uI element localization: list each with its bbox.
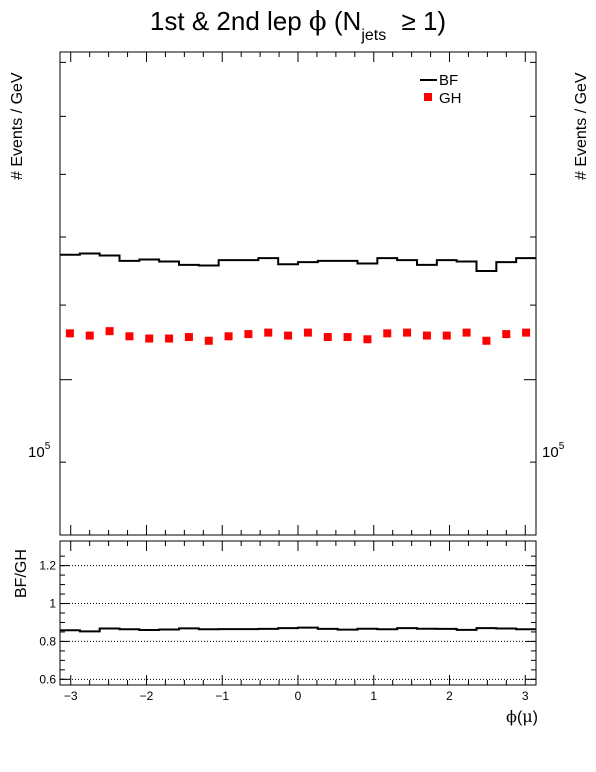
chart-title: 1st & 2nd lep ϕ (Njets ≥ 1) bbox=[150, 6, 446, 44]
xlabel: ϕ(μ) bbox=[506, 707, 538, 726]
gh-marker bbox=[204, 336, 213, 345]
gh-marker bbox=[383, 329, 392, 338]
ratio-ytick-label: 0.6 bbox=[39, 672, 56, 686]
top-panel-frame bbox=[59, 51, 537, 536]
xtick-label: −3 bbox=[64, 689, 78, 703]
gh-marker bbox=[105, 327, 114, 336]
ratio-ytick-label: 0.8 bbox=[39, 634, 56, 648]
gh-marker bbox=[422, 331, 431, 340]
gh-marker bbox=[284, 331, 293, 340]
ratio-line bbox=[60, 626, 536, 633]
gh-marker bbox=[482, 336, 491, 345]
ytick-label-left: 105 bbox=[28, 441, 51, 461]
gh-marker bbox=[165, 334, 174, 343]
gh-marker bbox=[125, 332, 134, 341]
gh-marker bbox=[264, 328, 273, 337]
top-ylabel-right: # Events / GeV bbox=[573, 72, 590, 180]
xtick-label: 2 bbox=[446, 689, 453, 703]
ratio-ylabel: BF/GH bbox=[13, 549, 30, 598]
legend-gh-label: GH bbox=[439, 90, 462, 107]
gh-marker bbox=[244, 330, 253, 339]
xtick-label: 3 bbox=[522, 689, 529, 703]
ratio-ytick-label: 1.2 bbox=[39, 559, 56, 573]
gh-marker bbox=[65, 329, 74, 338]
xtick-label: −1 bbox=[215, 689, 229, 703]
gh-marker bbox=[403, 328, 412, 337]
gh-marker bbox=[184, 333, 193, 342]
ratio-panel-frame bbox=[59, 540, 537, 686]
gh-marker bbox=[442, 331, 451, 340]
xtick-label: −2 bbox=[140, 689, 154, 703]
gh-marker bbox=[224, 332, 233, 341]
gh-marker bbox=[145, 334, 154, 343]
legend-bf-label: BF bbox=[439, 72, 458, 89]
gh-marker bbox=[363, 335, 372, 344]
gh-marker bbox=[85, 331, 94, 340]
bf-histogram-line bbox=[60, 252, 536, 272]
ytick-label-right: 105 bbox=[542, 441, 565, 461]
gh-marker bbox=[343, 333, 352, 342]
gh-marker bbox=[502, 330, 511, 339]
xtick-label: 1 bbox=[370, 689, 377, 703]
gh-marker bbox=[323, 333, 332, 342]
ratio-ytick-label: 1 bbox=[49, 597, 56, 611]
xtick-label: 0 bbox=[295, 689, 302, 703]
gh-marker bbox=[303, 328, 312, 337]
legend-gh-marker bbox=[424, 93, 432, 101]
gh-marker bbox=[522, 328, 531, 337]
gh-marker bbox=[462, 328, 471, 337]
legend: BF GH bbox=[420, 72, 462, 107]
top-ylabel-left: # Events / GeV bbox=[9, 72, 26, 180]
